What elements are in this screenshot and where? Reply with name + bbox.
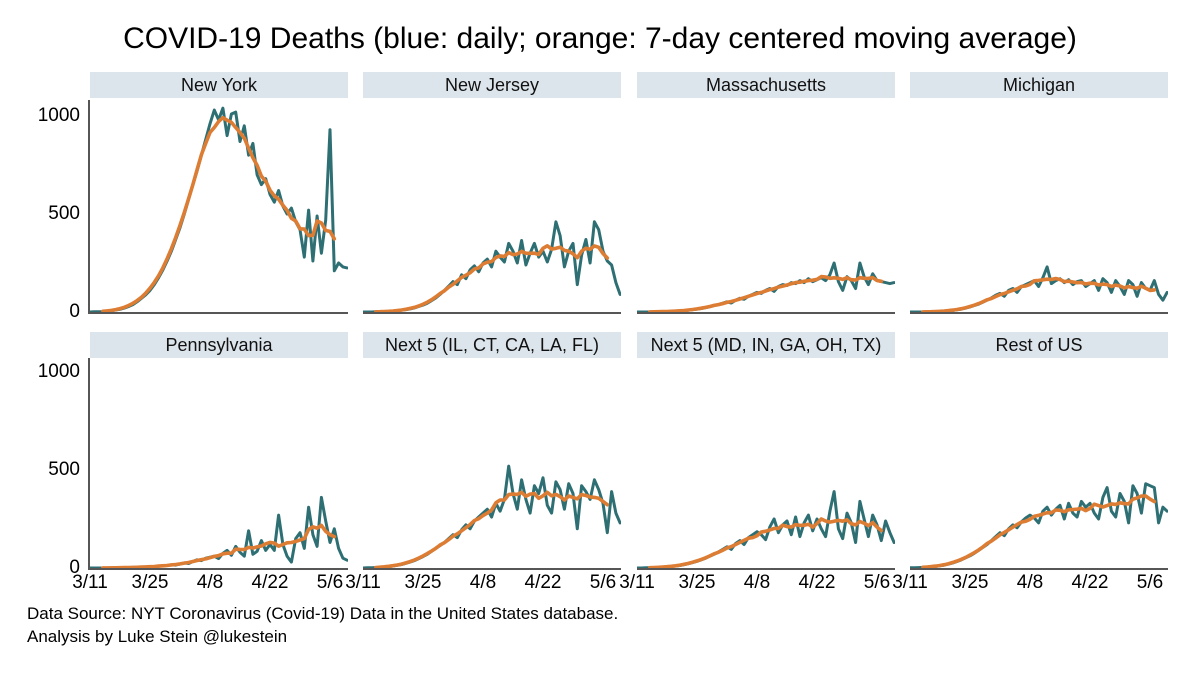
y-tick-label: 500 bbox=[48, 459, 80, 480]
x-tick-label: 5/6 bbox=[1136, 572, 1164, 593]
x-tick-label: 5/6 bbox=[316, 572, 344, 593]
analysis-credit-note: Analysis by Luke Stein @lukestein bbox=[27, 627, 288, 646]
panel-title: New York bbox=[90, 72, 348, 98]
x-tick-label: 4/22 bbox=[798, 572, 836, 593]
x-axis-labels: 3/11 3/25 4/8 4/22 5/6 bbox=[345, 572, 621, 594]
plot-area bbox=[637, 100, 895, 314]
x-tick-label: 3/25 bbox=[404, 572, 442, 593]
x-tick-label: 3/11 bbox=[72, 572, 108, 593]
chart-title: COVID-19 Deaths (blue: daily; orange: 7-… bbox=[123, 22, 1077, 55]
moving-average-line bbox=[921, 276, 1157, 312]
x-axis-labels: 3/11 3/25 4/8 4/22 5/6 bbox=[892, 572, 1168, 594]
x-tick-label: 5/6 bbox=[863, 572, 891, 593]
daily-line bbox=[363, 464, 621, 568]
daily-line bbox=[363, 220, 621, 312]
moving-average-line bbox=[374, 490, 610, 568]
plot-area bbox=[910, 358, 1168, 570]
x-tick-label: 3/25 bbox=[678, 572, 716, 593]
x-tick-label: 3/11 bbox=[345, 572, 381, 593]
panel-title: New Jersey bbox=[363, 72, 621, 98]
daily-line bbox=[90, 106, 348, 312]
panel-title: Next 5 (MD, IN, GA, OH, TX) bbox=[637, 332, 895, 358]
panel-title: Pennsylvania bbox=[90, 332, 348, 358]
x-tick-label: 3/25 bbox=[131, 572, 169, 593]
y-tick-label: 1000 bbox=[37, 361, 80, 382]
plot-area bbox=[637, 358, 895, 570]
plot-area bbox=[88, 358, 348, 570]
y-axis-labels-row2: 0 500 1000 bbox=[0, 358, 84, 578]
moving-average-line bbox=[648, 274, 884, 312]
daily-line bbox=[910, 482, 1168, 568]
moving-average-line bbox=[101, 115, 337, 312]
x-tick-label: 3/25 bbox=[951, 572, 989, 593]
moving-average-line bbox=[101, 523, 337, 568]
x-tick-label: 4/8 bbox=[196, 572, 224, 593]
x-tick-label: 4/8 bbox=[469, 572, 497, 593]
panel-title: Next 5 (IL, CT, CA, LA, FL) bbox=[363, 332, 621, 358]
x-tick-label: 3/11 bbox=[892, 572, 928, 593]
x-axis-labels: 3/11 3/25 4/8 4/22 5/6 bbox=[72, 572, 348, 594]
data-source-note: Data Source: NYT Coronavirus (Covid-19) … bbox=[27, 604, 619, 623]
plot-area bbox=[88, 100, 348, 314]
y-tick-label: 0 bbox=[69, 557, 80, 578]
x-tick-label: 3/11 bbox=[619, 572, 655, 593]
y-axis-labels-row1: 0 500 1000 bbox=[0, 100, 84, 322]
plot-area bbox=[363, 100, 621, 314]
daily-line bbox=[910, 265, 1168, 312]
x-tick-label: 4/22 bbox=[524, 572, 562, 593]
moving-average-line bbox=[374, 244, 610, 312]
x-tick-label: 4/22 bbox=[1071, 572, 1109, 593]
panel-title: Rest of US bbox=[910, 332, 1168, 358]
plot-area bbox=[363, 358, 621, 570]
y-tick-label: 0 bbox=[69, 301, 80, 322]
daily-line bbox=[637, 261, 895, 312]
moving-average-line bbox=[648, 517, 884, 568]
x-tick-label: 4/22 bbox=[251, 572, 289, 593]
moving-average-line bbox=[921, 494, 1157, 568]
y-tick-label: 1000 bbox=[37, 105, 80, 126]
y-tick-label: 500 bbox=[48, 203, 80, 224]
x-tick-label: 4/8 bbox=[743, 572, 771, 593]
x-tick-label: 4/8 bbox=[1016, 572, 1044, 593]
plot-area bbox=[910, 100, 1168, 314]
x-tick-label: 5/6 bbox=[589, 572, 617, 593]
x-axis-labels: 3/11 3/25 4/8 4/22 5/6 bbox=[619, 572, 895, 594]
panel-title: Michigan bbox=[910, 72, 1168, 98]
panel-title: Massachusetts bbox=[637, 72, 895, 98]
